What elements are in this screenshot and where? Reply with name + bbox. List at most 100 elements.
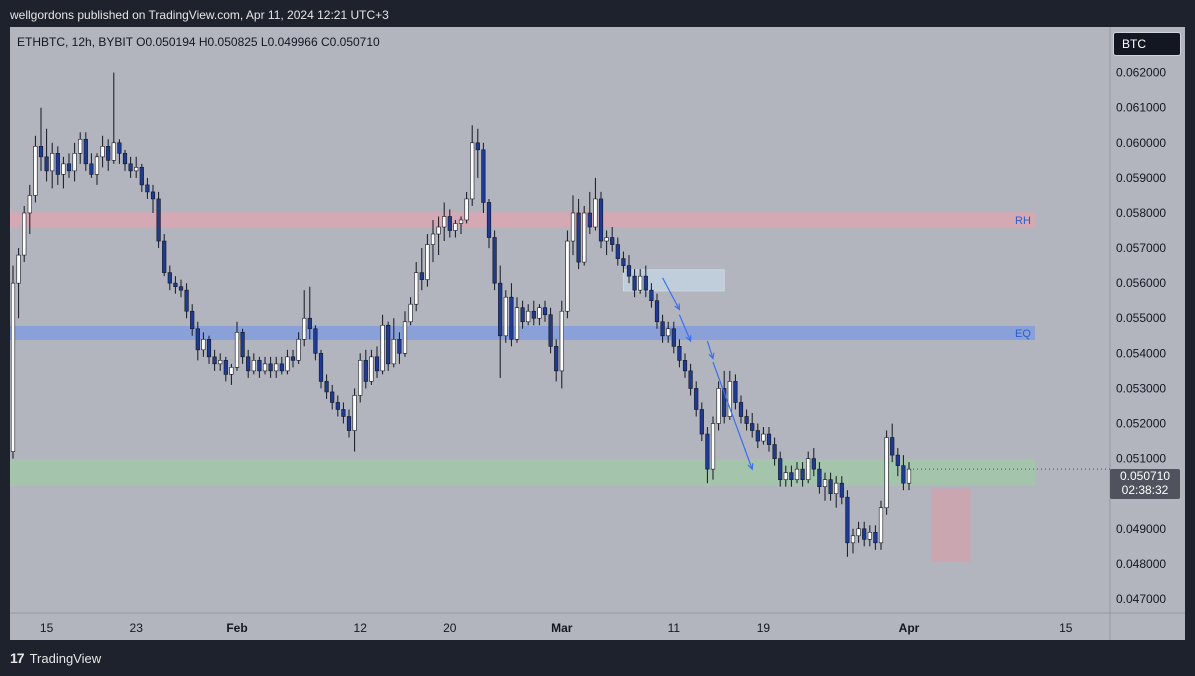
candle-body — [218, 360, 223, 365]
candle-body — [520, 307, 525, 323]
candle-body — [503, 296, 508, 337]
candle-body — [565, 240, 570, 312]
candle-body — [660, 321, 665, 337]
candle-body — [694, 388, 699, 410]
candle-body — [78, 138, 83, 154]
candle-body — [654, 300, 660, 323]
price-tick-label: 0.049000 — [1116, 522, 1166, 536]
time-tick-label: 20 — [443, 621, 457, 635]
annotation-arrow — [678, 314, 692, 342]
candle-body — [862, 528, 867, 540]
candle-body — [828, 479, 833, 494]
candle-body — [274, 363, 279, 372]
price-tick-label: 0.059000 — [1116, 171, 1166, 185]
candle-body — [447, 216, 452, 231]
candle-body — [33, 146, 38, 196]
candle-body — [638, 275, 643, 291]
candle-body — [262, 363, 268, 372]
candle-body — [789, 472, 794, 480]
candle-body — [733, 381, 738, 403]
candle-body — [470, 142, 475, 200]
candle-body — [397, 338, 402, 354]
annotation-arrow — [662, 277, 680, 310]
candle-body — [716, 388, 721, 424]
candle-body — [38, 146, 44, 158]
candle-body — [201, 338, 206, 351]
candle-body — [778, 458, 783, 480]
candle-body — [610, 237, 615, 245]
candle-body — [699, 409, 704, 435]
candle-body — [10, 282, 16, 452]
candle-body — [425, 244, 430, 280]
candle-body — [481, 149, 486, 203]
candle-body — [806, 458, 811, 480]
bar-countdown: 02:38:32 — [1121, 483, 1169, 497]
candle-body — [44, 156, 49, 172]
candle-body — [145, 184, 150, 193]
time-tick-label: 11 — [668, 621, 681, 635]
candle-body — [162, 240, 167, 273]
candle-body — [234, 331, 240, 368]
candle-body — [582, 212, 587, 263]
last-price-value: 0.050710 — [1119, 469, 1171, 483]
candle-body — [318, 353, 324, 382]
time-axis-background — [10, 613, 1185, 640]
candle-body — [526, 310, 531, 323]
time-tick-label: Mar — [551, 621, 573, 635]
candle-body — [531, 310, 536, 319]
candle-body — [94, 156, 100, 175]
candle-body — [542, 307, 548, 316]
candle-body — [677, 346, 682, 361]
candle-body — [290, 356, 296, 361]
candle-body — [738, 402, 744, 417]
candle-body — [548, 314, 553, 347]
publish-line: wellgordons published on TradingView.com… — [10, 8, 389, 22]
candle-body — [593, 198, 598, 228]
candle-body — [156, 198, 161, 242]
price-tick-label: 0.054000 — [1116, 346, 1166, 360]
candle-body — [783, 472, 788, 480]
candle-body — [61, 163, 66, 175]
candle-body — [268, 363, 273, 372]
candle-body — [822, 479, 828, 487]
candle-body — [772, 444, 777, 459]
candle-body — [150, 191, 156, 200]
candle-body — [335, 402, 340, 410]
candle-body — [884, 437, 889, 509]
candle-body — [722, 388, 727, 417]
candle-body — [229, 367, 234, 375]
zone-label-eq: EQ — [1015, 328, 1031, 340]
candle-body — [173, 282, 178, 287]
candle-body — [604, 237, 609, 242]
annotation-arrow — [712, 361, 753, 470]
annotation-arrowhead — [685, 335, 692, 343]
candle-body — [475, 142, 480, 151]
currency-button[interactable]: BTC — [1113, 32, 1181, 56]
candle-body — [682, 360, 688, 372]
tradingview-logo[interactable]: 17 TradingView — [10, 650, 101, 666]
time-tick-label: 12 — [354, 621, 368, 635]
candle-body — [246, 356, 251, 372]
candle-body — [761, 433, 766, 442]
candle-body — [890, 437, 895, 456]
candle-body — [296, 338, 301, 361]
annotation-box-2 — [931, 488, 971, 562]
candle-body — [570, 212, 576, 242]
candle-body — [464, 198, 469, 221]
brand-name: TradingView — [29, 650, 102, 666]
candle-body — [346, 416, 352, 431]
candle-body — [279, 363, 284, 372]
candle-body — [632, 275, 637, 291]
candle-body — [117, 142, 122, 154]
candle-body — [72, 153, 77, 172]
candle-body — [845, 496, 850, 544]
candle-body — [178, 286, 184, 291]
price-tick-label: 0.057000 — [1116, 241, 1166, 255]
price-tick-label: 0.048000 — [1116, 557, 1166, 571]
candle-body — [302, 317, 307, 340]
candle-body — [369, 356, 374, 382]
annotation-arrowhead — [747, 463, 754, 471]
candle-body — [666, 328, 671, 337]
time-tick-label: 23 — [130, 621, 144, 635]
